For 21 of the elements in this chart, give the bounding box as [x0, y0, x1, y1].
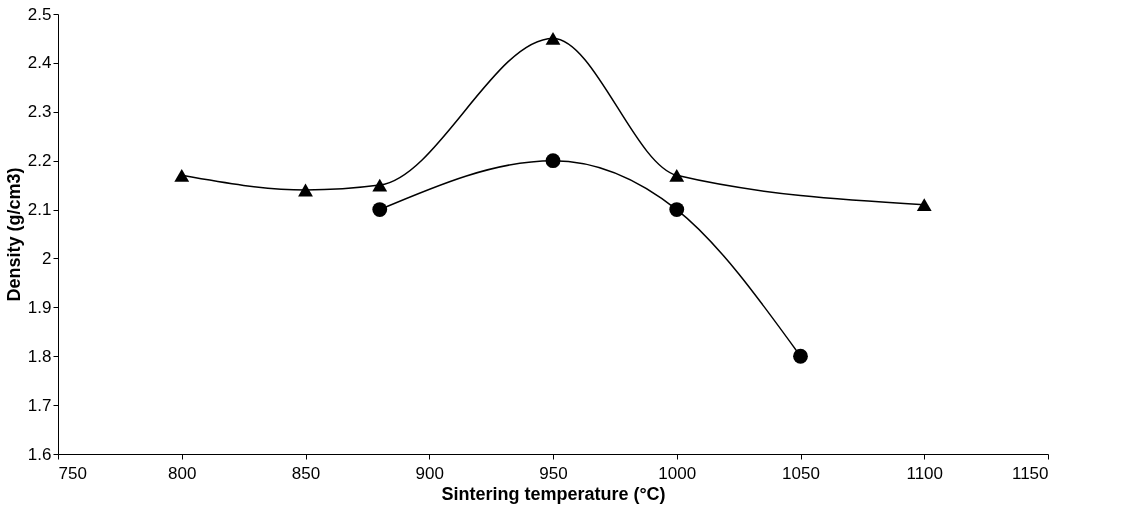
y-tick-label: 2.5 [27, 4, 52, 24]
x-tick-label: 1100 [906, 463, 944, 483]
y-tick-label: 1.9 [27, 297, 52, 317]
y-tick-label: 1.7 [27, 395, 52, 415]
x-tick-label: 800 [168, 463, 197, 483]
y-tick-label: 2 [42, 248, 52, 268]
x-axis-title: Sintering temperature (°C) [441, 483, 666, 504]
y-tick-label: 2.1 [27, 200, 52, 220]
x-tick-label: 900 [415, 463, 444, 483]
x-tick-label: 750 [58, 463, 87, 483]
x-tick-label: 950 [539, 463, 568, 483]
x-tick-label: 850 [291, 463, 321, 483]
y-tick-label: 1.8 [27, 346, 52, 366]
y-tick-label: 2.3 [27, 102, 52, 122]
x-tick-label: 1150 [1011, 463, 1049, 483]
x-tick-label: 1000 [658, 463, 697, 483]
y-axis-title: Density (g/cm3) [3, 167, 24, 302]
y-tick-label: 2.4 [27, 53, 52, 73]
y-tick-label: 2.2 [27, 151, 52, 171]
y-tick-label: 1.6 [27, 444, 52, 464]
x-tick-label: 1050 [782, 463, 820, 483]
